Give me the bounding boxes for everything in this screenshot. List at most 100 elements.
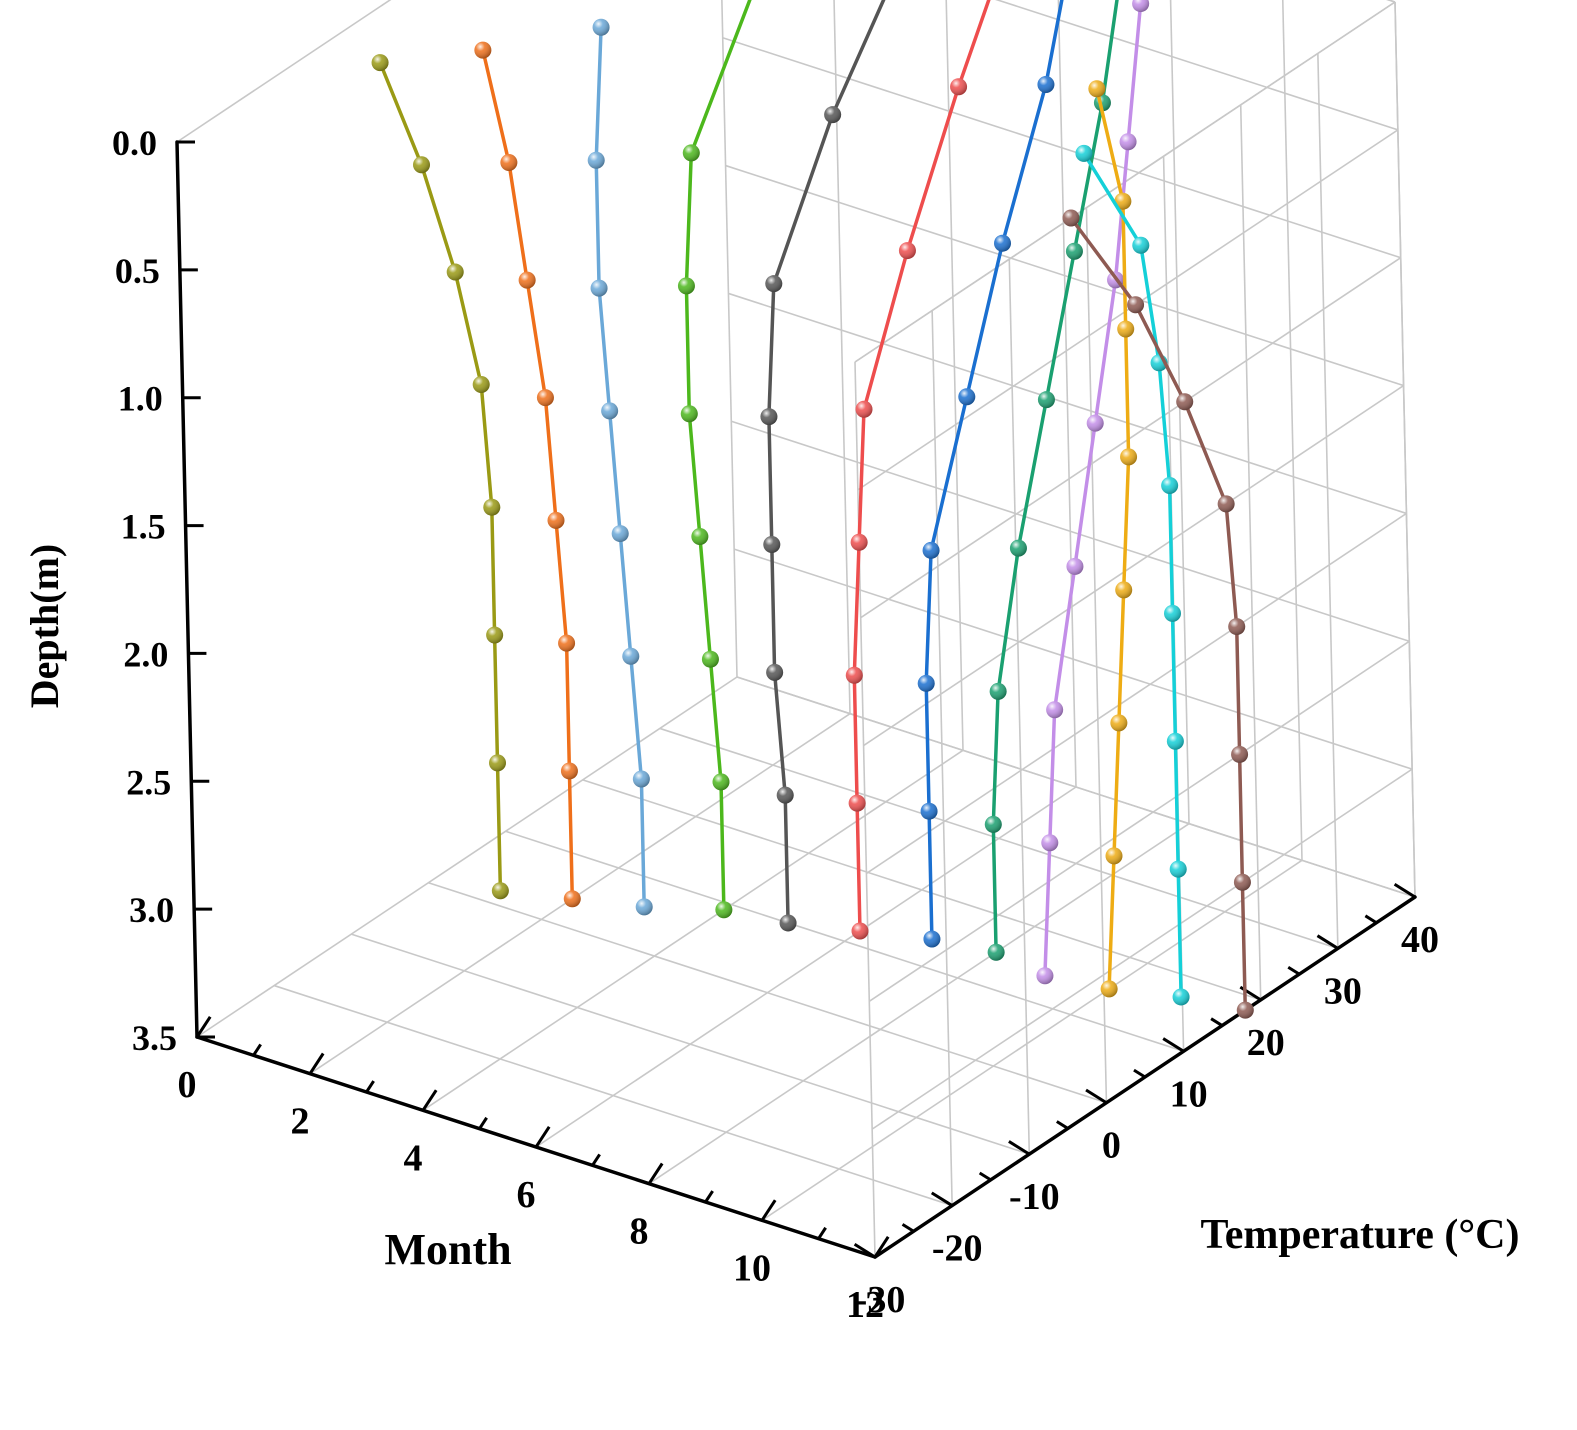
data-point-highlight	[632, 770, 650, 788]
month-tick	[421, 1089, 438, 1112]
series-line	[594, 27, 646, 907]
data-point-highlight	[1217, 495, 1235, 513]
data-point-highlight	[1100, 980, 1118, 998]
data-point-highlight	[1231, 745, 1249, 763]
gridline	[865, 512, 1407, 875]
temperature-tick	[978, 1171, 992, 1182]
gridline	[728, 292, 1407, 515]
month-tick	[647, 1162, 664, 1185]
depth-tick-label: 1.5	[121, 507, 166, 547]
data-point-highlight	[989, 682, 1007, 700]
data-point-highlight	[1115, 581, 1133, 599]
series-month-4	[677, 0, 752, 919]
temperature-tick-label: 40	[1401, 919, 1439, 961]
data-point-highlight	[950, 78, 968, 96]
temperature-tick	[901, 1223, 915, 1233]
gridline	[1085, 207, 1108, 1103]
depth-tick-label: 3.5	[132, 1018, 177, 1058]
month-tick	[534, 1126, 551, 1148]
month-tick-label: 4	[404, 1137, 423, 1179]
month-tick	[873, 1236, 890, 1258]
data-point-highlight	[1105, 847, 1123, 865]
series-line	[481, 49, 575, 899]
data-point-highlight	[691, 527, 709, 545]
gridline	[863, 384, 1405, 747]
month-tick	[365, 1080, 375, 1093]
data-point-highlight	[712, 773, 730, 791]
series-line	[1043, 3, 1143, 976]
data-point-highlight	[560, 762, 578, 780]
data-point-highlight	[1236, 1001, 1254, 1019]
gridline	[1239, 104, 1262, 1000]
series-line	[1095, 88, 1131, 989]
series-line	[684, 0, 752, 910]
data-point-highlight	[592, 18, 610, 36]
data-point-highlight	[601, 402, 619, 420]
series-line	[991, 0, 1119, 953]
data-point-highlight	[1086, 414, 1104, 432]
series-group	[371, 0, 1254, 1019]
series-line	[767, 0, 886, 924]
series-month-12	[1062, 209, 1254, 1019]
gridline	[733, 548, 1413, 770]
data-point-highlight	[486, 626, 504, 644]
temperature-tick	[1364, 914, 1378, 924]
series-line	[1082, 152, 1183, 998]
data-point-highlight	[1161, 477, 1179, 495]
data-point-highlight	[1119, 133, 1137, 151]
data-point-highlight	[984, 815, 1002, 833]
gridline	[722, 36, 1401, 259]
depth-tick-label: 0.5	[115, 251, 160, 291]
gridline	[761, 859, 1303, 1221]
data-point-highlight	[1088, 80, 1106, 98]
month-tick-label: 0	[178, 1064, 197, 1106]
series-month-2	[474, 41, 581, 908]
temperature-tick	[930, 1191, 953, 1207]
data-point-highlight	[677, 277, 695, 295]
data-point-highlight	[1117, 320, 1135, 338]
temperature-tick	[1210, 1017, 1223, 1027]
gridline	[736, 676, 1416, 898]
depth-axis-label: Depth(m)	[22, 544, 67, 708]
gridline	[273, 984, 953, 1207]
data-point-highlight	[766, 663, 784, 681]
gridline	[1386, 0, 1396, 3]
gridline	[535, 786, 1077, 1148]
month-tick	[478, 1116, 488, 1130]
temperature-axis-label: Temperature (°C)	[1201, 1212, 1520, 1258]
gridline	[945, 0, 964, 751]
month-tick	[252, 1043, 262, 1057]
data-point-highlight	[682, 144, 700, 162]
box-edge	[176, 0, 392, 143]
series-month-1	[371, 54, 509, 900]
depth-tick-label: 3.0	[129, 890, 174, 930]
series-month-6	[845, 0, 991, 940]
data-point-highlight	[1036, 967, 1054, 985]
data-point-highlight	[1127, 296, 1145, 314]
data-point-highlight	[1046, 701, 1064, 719]
data-point-highlight	[1228, 618, 1246, 636]
gridline	[1057, 0, 1077, 788]
month-tick	[760, 1199, 777, 1222]
temperature-tick-label: -30	[855, 1279, 906, 1321]
data-point-highlight	[1037, 391, 1055, 409]
gridline	[505, 830, 1184, 1053]
series-line	[852, 0, 991, 932]
depth-tick-label: 2.5	[126, 762, 171, 802]
month-tick	[704, 1190, 714, 1203]
data-point-highlight	[851, 922, 869, 940]
temperature-tick-label: 10	[1170, 1073, 1208, 1115]
data-point-highlight	[518, 271, 536, 289]
series-line	[378, 61, 503, 891]
month-tick-label: 2	[291, 1101, 310, 1143]
data-point-highlight	[760, 408, 778, 426]
data-point-highlight	[536, 389, 554, 407]
depth-tick-label: 1.0	[118, 379, 163, 419]
gridline	[871, 768, 1413, 1130]
data-point-highlight	[1176, 393, 1194, 411]
temperature-tick	[1056, 1120, 1069, 1130]
series-month-8	[984, 0, 1119, 961]
gridline	[854, 361, 876, 1258]
gridline	[931, 310, 953, 1206]
